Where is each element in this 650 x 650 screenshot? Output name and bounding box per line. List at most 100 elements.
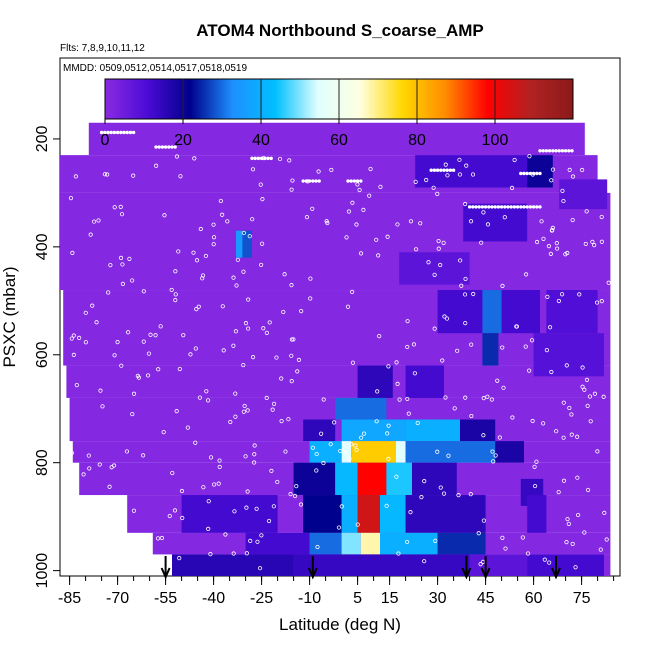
sample-point [444,316,450,321]
sample-point [445,168,449,172]
sample-point [221,348,226,353]
sample-point [538,171,542,176]
heatmap-cell [303,419,336,442]
sample-point [534,459,539,464]
heatmap-cell [482,333,499,366]
sample-point [367,193,372,198]
sample-point [549,178,554,183]
sample-point [259,533,264,538]
sample-point [601,394,606,399]
sample-point [583,241,588,247]
x-tick-label: 45 [477,590,495,607]
sample-point [406,411,411,416]
sample-point [245,326,251,331]
sample-point [261,326,266,331]
sample-point [70,250,75,255]
sample-point [83,340,88,345]
sample-point [479,240,484,245]
sample-point [361,207,366,213]
sample-point [206,526,211,531]
sample-point [96,218,101,223]
sample-point [424,177,429,183]
sample-point [481,518,486,523]
sample-point [103,130,107,135]
sample-point [495,378,500,383]
sample-point [471,291,476,297]
sample-point [481,210,486,215]
sample-point [119,499,124,504]
sample-point [534,239,540,245]
sample-point [491,459,496,464]
sample-point [299,309,304,314]
sample-point [170,470,175,476]
y-tick-label: 400 [34,233,51,260]
sample-point [308,296,313,301]
sample-point [198,226,203,232]
sample-point [594,300,600,305]
sample-point [565,516,570,522]
sample-point [234,283,239,288]
sample-point [136,375,141,380]
sample-point [217,458,222,463]
sample-point [106,290,111,295]
sample-point [191,250,196,255]
sample-point [353,443,358,448]
arrow-head [307,567,318,580]
sample-point [242,403,247,409]
sample-point [141,339,146,344]
sample-point [405,396,410,402]
sample-point [131,508,137,513]
sample-point [220,212,225,217]
heatmap-cell [309,532,342,555]
sample-point [156,367,161,372]
colorbar-tick-label: 40 [252,132,270,149]
sample-point [566,521,571,526]
sample-point [282,272,287,277]
sample-point [469,342,474,347]
sample-point [352,179,357,183]
sample-point [321,397,326,402]
sample-point [185,425,190,430]
sample-point [126,330,131,335]
sample-point [459,283,464,288]
sample-point [376,253,381,258]
sample-point [328,442,333,447]
sample-point [377,334,382,339]
sample-point [395,381,400,386]
sample-point [148,332,153,337]
sample-point [154,145,158,149]
sample-point [141,289,146,294]
sample-point [83,310,88,315]
heatmap-cell [172,554,294,576]
sample-point [106,541,111,547]
sample-point [554,429,559,434]
sample-point [131,173,136,178]
sample-point [463,276,468,282]
sample-point [435,449,440,454]
sample-point [538,205,542,209]
sample-point [489,397,494,402]
heatmap-cell [469,554,528,576]
sample-point [592,243,597,248]
sample-point [523,272,529,277]
sample-point [599,299,604,304]
sample-point [173,292,178,297]
sample-point [112,130,117,135]
sample-point [274,355,279,360]
sample-point [254,506,259,511]
sample-point [252,443,257,448]
sample-point [487,205,491,209]
x-tick-label: 60 [525,590,543,607]
sample-point [181,333,186,338]
sample-point [512,157,517,163]
heatmap-cell [405,441,496,463]
heatmap-cell [463,203,528,242]
sample-point [448,168,453,172]
sample-point [250,217,255,222]
sample-point [321,460,326,466]
heatmap-cell [88,122,585,156]
sample-point [590,239,595,244]
sample-point [432,168,437,172]
sample-point [158,324,163,329]
sample-point [464,163,469,168]
